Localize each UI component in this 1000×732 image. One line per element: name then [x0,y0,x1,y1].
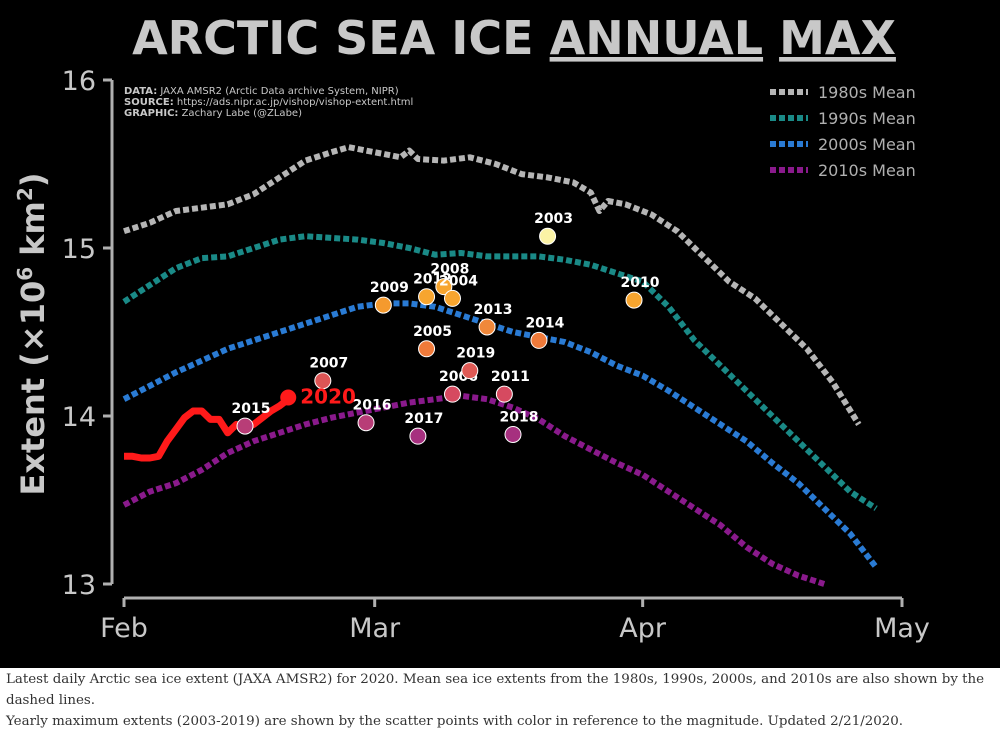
credits-block: DATA: JAXA AMSR2 (Arctic Data archive Sy… [124,86,413,119]
scatter-point-2014 [530,331,548,349]
scatter-point-2007 [314,372,332,390]
scatter-label-2019: 2019 [456,346,495,362]
title-part-max: MAX [779,11,896,65]
scatter-point-2004 [443,289,461,307]
credit-text: https://ads.nipr.ac.jp/vishop/vishop-ext… [174,97,414,108]
credit-label: GRAPHIC: [124,108,178,119]
y-axis-label-sup: 6 [13,267,37,281]
current-label: 2020 [300,385,356,409]
scatter-label-2017: 2017 [404,411,443,427]
series-line-2000s-mean [122,300,879,570]
credit-line: SOURCE: https://ads.nipr.ac.jp/vishop/vi… [124,97,413,108]
scatter-point-2018 [504,425,522,443]
chart-svg: ARCTIC SEA ICE ANNUAL MAX DATA: JAXA AMS… [13,11,930,644]
x-tick-label: Mar [349,613,401,644]
axes: 13 14 15 16 Feb Mar Apr May [62,66,930,644]
credit-line: DATA: JAXA AMSR2 (Arctic Data archive Sy… [124,86,399,97]
title-part-annual: ANNUAL [550,11,763,65]
scatter-point-2009 [374,296,392,314]
chart-panel: ARCTIC SEA ICE ANNUAL MAX DATA: JAXA AMS… [0,0,1000,668]
scatter-point-2006 [443,385,461,403]
scatter-point-2005 [418,340,436,358]
title-part-1: ARCTIC SEA ICE [132,11,550,65]
series-line-2010s-mean [122,392,826,587]
scatter-label-2013: 2013 [474,302,513,318]
scatter-label-2015: 2015 [232,401,271,417]
scatter-point-2017 [409,427,427,445]
y-axis-label-mid: km [14,201,52,267]
x-tick-label: May [874,613,930,644]
chart-title: ARCTIC SEA ICE ANNUAL MAX [132,11,896,65]
scatter-label-2016: 2016 [353,398,392,414]
x-tick-label: Apr [619,613,667,644]
scatter-point-2003 [539,227,557,245]
x-tick-label: Feb [100,613,148,644]
legend-label: 2000s Mean [818,135,916,154]
title-part-space [763,11,779,65]
credit-text: Zachary Labe (@ZLabe) [178,108,302,119]
legend-label: 1980s Mean [818,83,916,102]
y-tick-label: 13 [62,570,96,601]
scatter-label-2014: 2014 [525,315,564,331]
legend: 1980s Mean 1990s Mean 2000s Mean 2010s Mean [770,83,916,180]
series-line-1980s-mean [123,144,862,426]
scatter-label-2007: 2007 [309,356,348,372]
y-axis-label-sup2: 2 [13,187,37,201]
scatter-point-2019 [461,362,479,380]
y-tick-label: 14 [62,402,96,433]
scatter-point-2013 [478,318,496,336]
scatter-point-2008 [435,278,453,296]
scatter-label-2009: 2009 [370,280,409,296]
scatter-points: 2015200720162009201220082004200520062017… [232,211,660,445]
legend-label: 2010s Mean [818,161,916,180]
scatter-point-2011 [495,385,513,403]
caption-line-1: Latest daily Arctic sea ice extent (JAXA… [6,672,985,708]
credit-label: DATA: [124,86,157,97]
y-tick-label: 15 [62,234,96,265]
series-line-1990s-mean [122,233,878,511]
scatter-point-2012 [418,288,436,306]
scatter-point-2016 [357,414,375,432]
scatter-point-2010 [625,291,643,309]
scatter-label-2011: 2011 [491,369,530,385]
scatter-label-2003: 2003 [534,211,573,227]
scatter-label-2018: 2018 [500,409,539,425]
y-axis-label: Extent (×106 km2) [13,173,52,496]
credit-text: JAXA AMSR2 (Arctic Data archive System, … [157,86,398,97]
credit-line: GRAPHIC: Zachary Labe (@ZLabe) [124,108,302,119]
y-axis-label-end: ) [14,173,52,188]
scatter-label-2004: 2004 [439,273,478,289]
series-line-2020 [124,396,291,462]
scatter-label-2008: 2008 [430,262,469,278]
legend-label: 1990s Mean [818,109,916,128]
caption: Latest daily Arctic sea ice extent (JAXA… [6,669,991,732]
scatter-label-2005: 2005 [413,324,452,340]
y-axis-label-main: Extent (×10 [14,281,52,496]
y-tick-label: 16 [62,66,96,97]
caption-line-2: Yearly maximum extents (2003-2019) are s… [6,714,904,729]
current-point [280,389,297,406]
scatter-point-2015 [236,417,254,435]
series-lines [122,144,879,587]
credit-label: SOURCE: [124,97,174,108]
scatter-label-2010: 2010 [621,275,660,291]
svg-text:ARCTIC SEA ICE ANNUAL MAX: ARCTIC SEA ICE ANNUAL MAX [132,11,896,65]
